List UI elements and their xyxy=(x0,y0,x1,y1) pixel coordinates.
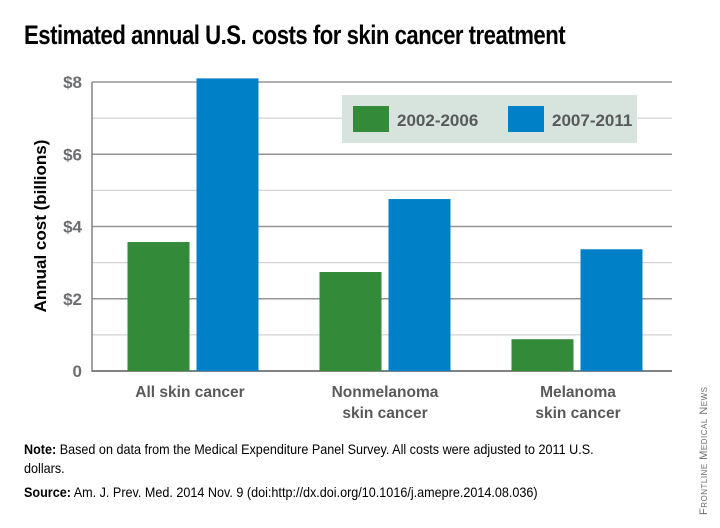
chart-title: Estimated annual U.S. costs for skin can… xyxy=(24,20,566,50)
legend-label: 2007-2011 xyxy=(552,111,632,130)
y-tick-label: $4 xyxy=(63,218,82,237)
y-axis-label: Annual cost (billions) xyxy=(31,140,50,313)
bar-2002-2006 xyxy=(511,339,574,371)
legend-box xyxy=(342,95,637,143)
bar-2002-2006 xyxy=(319,272,382,371)
bar-chart: 0 $2 $4 $6 $8 Annual cost (billions) 2002-20… xyxy=(31,73,672,422)
bars xyxy=(127,78,643,371)
legend-swatch-2002-2006 xyxy=(353,106,389,132)
bar-2002-2006 xyxy=(127,242,190,371)
y-tick-label: $8 xyxy=(63,73,82,92)
source: Source: Am. J. Prev. Med. 2014 Nov. 9 (d… xyxy=(24,484,672,500)
legend-label: 2002-2006 xyxy=(397,111,478,130)
x-tick-label: Melanoma xyxy=(540,384,616,401)
y-tick-label: 0 xyxy=(73,362,82,381)
x-tick-label: All skin cancer xyxy=(135,384,244,401)
x-tick-label: skin cancer xyxy=(535,405,620,422)
legend-swatch-2007-2011 xyxy=(508,106,544,132)
y-tick-label: $6 xyxy=(63,145,82,164)
note-label: Note: xyxy=(24,441,57,457)
y-axis-ticks: 0 $2 $4 $6 $8 xyxy=(63,73,82,381)
source-text: Am. J. Prev. Med. 2014 Nov. 9 (doi:http:… xyxy=(70,484,538,500)
bar-2007-2011 xyxy=(196,78,259,371)
y-tick-label: $2 xyxy=(63,290,82,309)
bar-2007-2011 xyxy=(580,249,643,371)
x-tick-label: Nonmelanoma xyxy=(332,384,439,401)
x-tick-label: skin cancer xyxy=(342,405,427,422)
note: Note: Based on data from the Medical Exp… xyxy=(24,440,618,478)
bar-2007-2011 xyxy=(388,199,451,371)
credit: Frontline Medical News xyxy=(698,386,710,515)
x-axis-ticks: All skin cancer Nonmelanoma skin cancer Mel… xyxy=(135,384,620,422)
note-text: Based on data from the Medical Expenditu… xyxy=(24,441,594,476)
source-label: Source: xyxy=(24,484,71,500)
legend: 2002-2006 2007-2011 xyxy=(342,95,637,143)
